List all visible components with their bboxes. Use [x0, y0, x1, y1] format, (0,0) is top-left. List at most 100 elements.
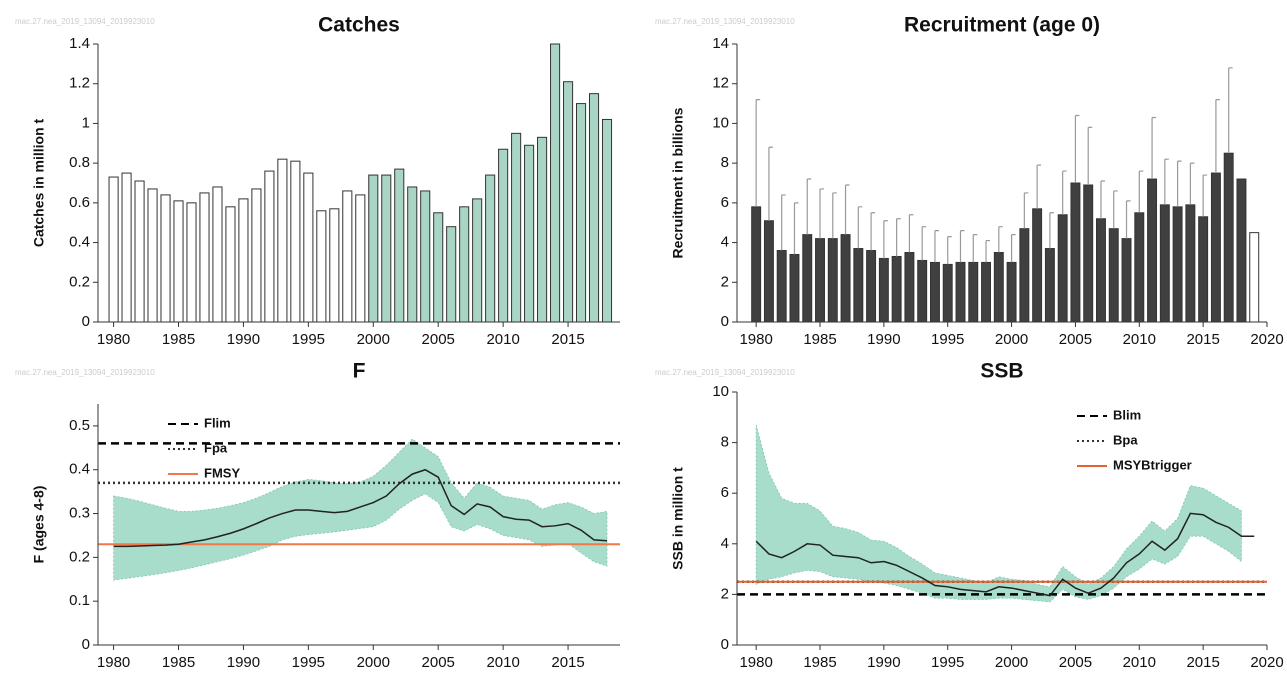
- y-axis-label: SSB in million t: [670, 467, 686, 570]
- error-bar: [1215, 99, 1220, 174]
- bar: [1172, 206, 1183, 323]
- y-tick-label: 4: [721, 535, 729, 552]
- error-bar: [1164, 158, 1169, 205]
- line: [113, 468, 608, 548]
- bar: [1210, 172, 1221, 323]
- bar: [891, 255, 902, 323]
- error-bar: [1125, 200, 1131, 239]
- bar: [1147, 178, 1158, 323]
- x-tick-label: 2010: [486, 331, 519, 348]
- bar: [1108, 228, 1119, 323]
- error-bar: [998, 226, 1003, 253]
- watermark: mac.27.nea_2019_13094_2019923010: [655, 17, 795, 26]
- error-bar: [947, 236, 952, 265]
- error-bar: [755, 99, 761, 207]
- error-bar: [870, 212, 876, 251]
- x-tick-label: 2005: [1059, 331, 1092, 348]
- error-bar: [934, 230, 939, 263]
- error-bar: [832, 192, 837, 239]
- error-bar: [1113, 190, 1118, 229]
- watermark: mac.27.nea_2019_13094_2019923010: [15, 17, 155, 26]
- error-bar: [1010, 234, 1016, 263]
- bar: [1019, 228, 1030, 323]
- bar: [955, 261, 966, 323]
- bar: [866, 250, 877, 323]
- x-tick-label: 1995: [292, 654, 325, 671]
- x-tick-label: 1985: [162, 654, 195, 671]
- bar: [290, 160, 301, 323]
- error-bar: [819, 188, 825, 239]
- bar: [840, 234, 851, 323]
- x-tick-label: 1980: [739, 331, 772, 348]
- y-tick-label: 0: [82, 313, 90, 330]
- y-tick-label: 2: [721, 585, 729, 602]
- x-tick-label: 2010: [1123, 331, 1156, 348]
- y-tick-label: 1.2: [69, 75, 90, 92]
- bar: [225, 206, 236, 323]
- y-tick-label: 0: [721, 313, 729, 330]
- bar: [407, 186, 418, 323]
- error-bar: [1177, 160, 1182, 207]
- bar: [511, 132, 522, 323]
- bar: [776, 250, 787, 323]
- error-bar: [959, 230, 965, 263]
- bar: [1159, 204, 1170, 323]
- x-tick-label: 2000: [357, 654, 390, 671]
- bar: [1223, 152, 1234, 323]
- bar: [186, 202, 197, 323]
- error-bar: [1036, 164, 1042, 209]
- error-bar: [1100, 180, 1105, 219]
- x-tick-label: 2015: [1186, 331, 1219, 348]
- bar: [1032, 208, 1043, 323]
- y-tick-label: 8: [721, 434, 729, 451]
- confidence-band: [113, 438, 608, 581]
- y-tick-label: 0: [82, 636, 90, 653]
- bar: [420, 190, 431, 323]
- bar: [277, 158, 288, 323]
- error-bar: [806, 178, 812, 235]
- x-tick-label: 1995: [292, 331, 325, 348]
- bar: [485, 174, 496, 323]
- error-bar: [1151, 116, 1157, 180]
- bar: [1083, 184, 1094, 323]
- error-bar: [1049, 212, 1054, 249]
- x-tick-label: 1990: [867, 331, 900, 348]
- legend-label: MSYBtrigger: [1113, 457, 1192, 472]
- bar: [355, 194, 366, 323]
- x-tick-label: 1980: [97, 331, 130, 348]
- x-tick-label: 1995: [931, 654, 964, 671]
- bar: [853, 248, 864, 323]
- bar: [433, 212, 444, 323]
- y-axis-label: F (ages 4-8): [31, 486, 47, 564]
- bar: [342, 190, 353, 323]
- bar: [303, 172, 314, 323]
- x-tick-label: 2010: [486, 654, 519, 671]
- bar: [929, 261, 940, 323]
- error-bar: [1023, 192, 1029, 229]
- bar: [1044, 248, 1055, 323]
- error-bar: [972, 234, 978, 263]
- y-tick-label: 0.2: [69, 273, 90, 290]
- bar: [878, 257, 889, 323]
- chart-title: Catches: [318, 14, 400, 37]
- chart-title: F: [353, 360, 366, 383]
- x-tick-label: 1990: [867, 654, 900, 671]
- x-tick-label: 2010: [1123, 654, 1156, 671]
- bar: [459, 206, 470, 323]
- x-tick-label: 2005: [422, 654, 455, 671]
- legend-label: FMSY: [204, 465, 240, 480]
- bar: [1185, 204, 1196, 323]
- legend-label: Blim: [1113, 407, 1141, 422]
- y-tick-label: 1: [82, 114, 90, 131]
- bar: [394, 168, 405, 323]
- bar: [1057, 214, 1068, 323]
- panel: mac.27.nea_2019_13094_2019923010 Recruitm…: [655, 14, 1284, 348]
- bar: [763, 220, 774, 323]
- x-tick-label: 2000: [995, 331, 1028, 348]
- line: [755, 512, 1255, 597]
- bar: [904, 252, 915, 323]
- legend-label: Bpa: [1113, 432, 1138, 447]
- bar: [1236, 178, 1247, 323]
- y-tick-label: 4: [721, 234, 729, 251]
- y-tick-label: 8: [721, 154, 729, 171]
